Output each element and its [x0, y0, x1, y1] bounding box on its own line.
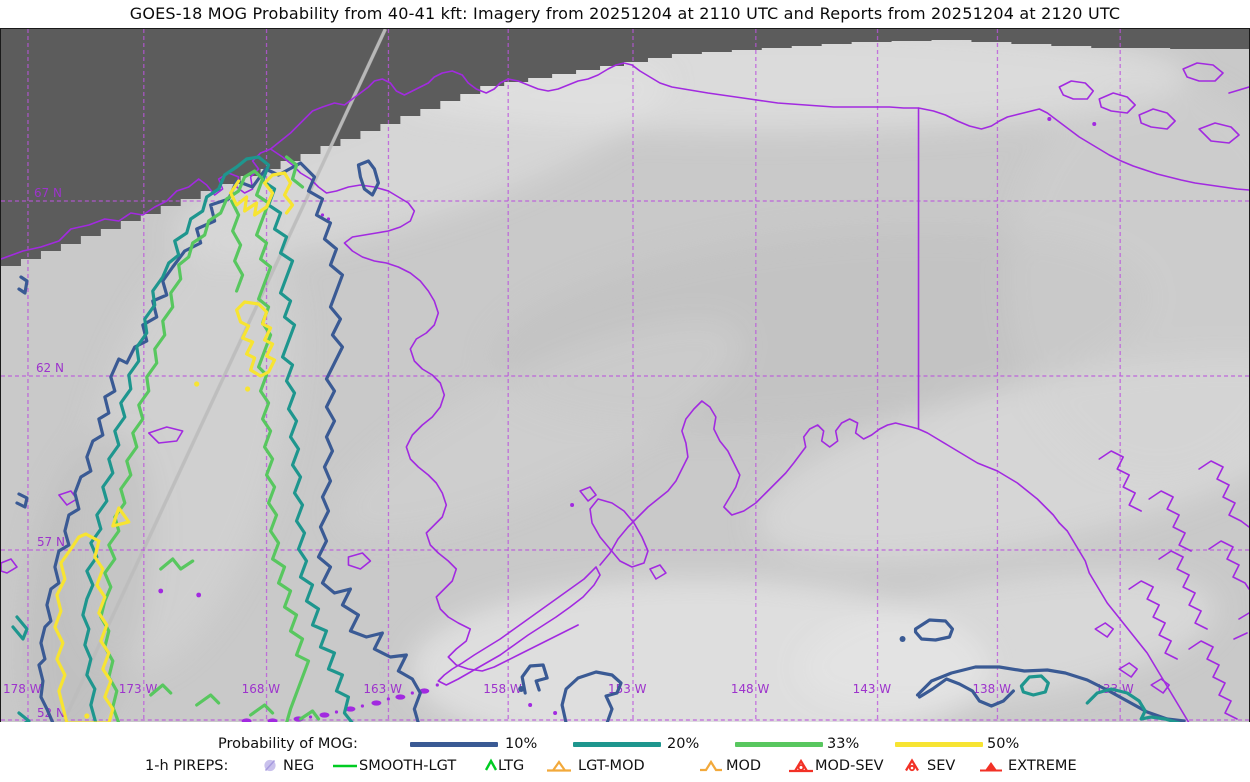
pirep-smooth-lgt-label: SMOOTH-LGT: [359, 758, 457, 774]
gray-track-line: [61, 29, 387, 723]
prob-20-line-swatch: [573, 742, 661, 747]
pirep-neg-icon: [260, 757, 286, 774]
grid-labels: 67 N 62 N 57 N 52 N 178 W 173 W 168 W 16…: [3, 186, 1134, 720]
pirep-smooth-lgt-icon: [332, 757, 358, 774]
legend: Probability of MOG: 10% 20% 33% 50% 1-h …: [0, 722, 1250, 782]
lon-label-148w: 148 W: [731, 682, 770, 696]
pirep-mod-icon: [698, 757, 724, 774]
west-alaska-coast: [269, 148, 579, 672]
lon-label-158w: 158 W: [483, 682, 522, 696]
contour-20pct-southeast-blob: [1019, 674, 1050, 697]
map-canvas: 67 N 62 N 57 N 52 N 178 W 173 W 168 W 16…: [1, 29, 1249, 723]
prob-50-label: 50%: [987, 736, 1020, 752]
legend-pireps-title: 1-h PIREPS:: [145, 758, 229, 774]
pirep-mod-label: MOD: [726, 758, 762, 774]
pirep-extreme-label: EXTREME: [1008, 758, 1077, 774]
pirep-neg-label: NEG: [283, 758, 315, 774]
alaska-peninsula: [437, 566, 601, 686]
contour-10pct-bottom-center: [520, 663, 549, 695]
arctic-islands: [1047, 62, 1249, 144]
contour-50pct-north-hook: [229, 171, 295, 217]
prob-33-line-swatch: [735, 742, 823, 747]
latlon-grid: [1, 29, 1249, 723]
aleutian-islands: [241, 683, 558, 723]
contour-10pct-southeast-blob: [913, 618, 955, 642]
kodiak-islands: [570, 486, 667, 580]
pirep-mod-sev-label: MOD-SEV: [815, 758, 884, 774]
prob-10-line-swatch: [410, 742, 498, 747]
prob-20-label: 20%: [667, 736, 700, 752]
pirep-extreme-icon: [978, 757, 1004, 774]
southeast-panhandle-fjords: [1058, 450, 1249, 723]
lon-label-163w: 163 W: [363, 682, 402, 696]
lon-label-138w: 138 W: [972, 682, 1011, 696]
pirep-lgt-mod-label: LGT-MOD: [578, 758, 645, 774]
pirep-ltg-icon: [478, 757, 504, 774]
pirep-ltg-label: LTG: [498, 758, 525, 774]
prob-contours-50pct: [53, 171, 295, 723]
contour-50pct-mid-blob: [235, 300, 277, 378]
southcentral-gulf-coast: [599, 400, 1061, 566]
scan-limb-dark-region: [1, 29, 1249, 266]
pirep-sev-icon: [900, 757, 926, 774]
lon-label-143w: 143 W: [853, 682, 892, 696]
contour-50pct-southwest-region: [53, 532, 115, 723]
lon-label-168w: 168 W: [242, 682, 281, 696]
pirep-mod-sev-icon: [788, 757, 814, 774]
legend-prob-title: Probability of MOG:: [218, 736, 358, 752]
lat-label-67n: 67 N: [34, 186, 62, 200]
lat-label-52n: 52 N: [37, 706, 65, 720]
satellite-imagery-layer: [1, 29, 1249, 723]
contour-20pct-main: [81, 155, 355, 723]
pirep-sev-label: SEV: [927, 758, 956, 774]
prob-50-line-swatch: [895, 742, 983, 747]
contour-20pct-southeast-arc: [1085, 687, 1181, 723]
satellite-map: 67 N 62 N 57 N 52 N 178 W 173 W 168 W 16…: [0, 28, 1250, 724]
page-title: GOES-18 MOG Probability from 40-41 kft: …: [129, 4, 1121, 23]
lon-label-178w: 178 W: [3, 682, 42, 696]
lon-label-173w: 173 W: [119, 682, 158, 696]
prob-10-label: 10%: [505, 736, 538, 752]
lat-label-57n: 57 N: [37, 535, 65, 549]
pirep-lgt-mod-icon: [546, 757, 572, 774]
prob-33-label: 33%: [827, 736, 860, 752]
lat-label-62n: 62 N: [36, 361, 64, 375]
